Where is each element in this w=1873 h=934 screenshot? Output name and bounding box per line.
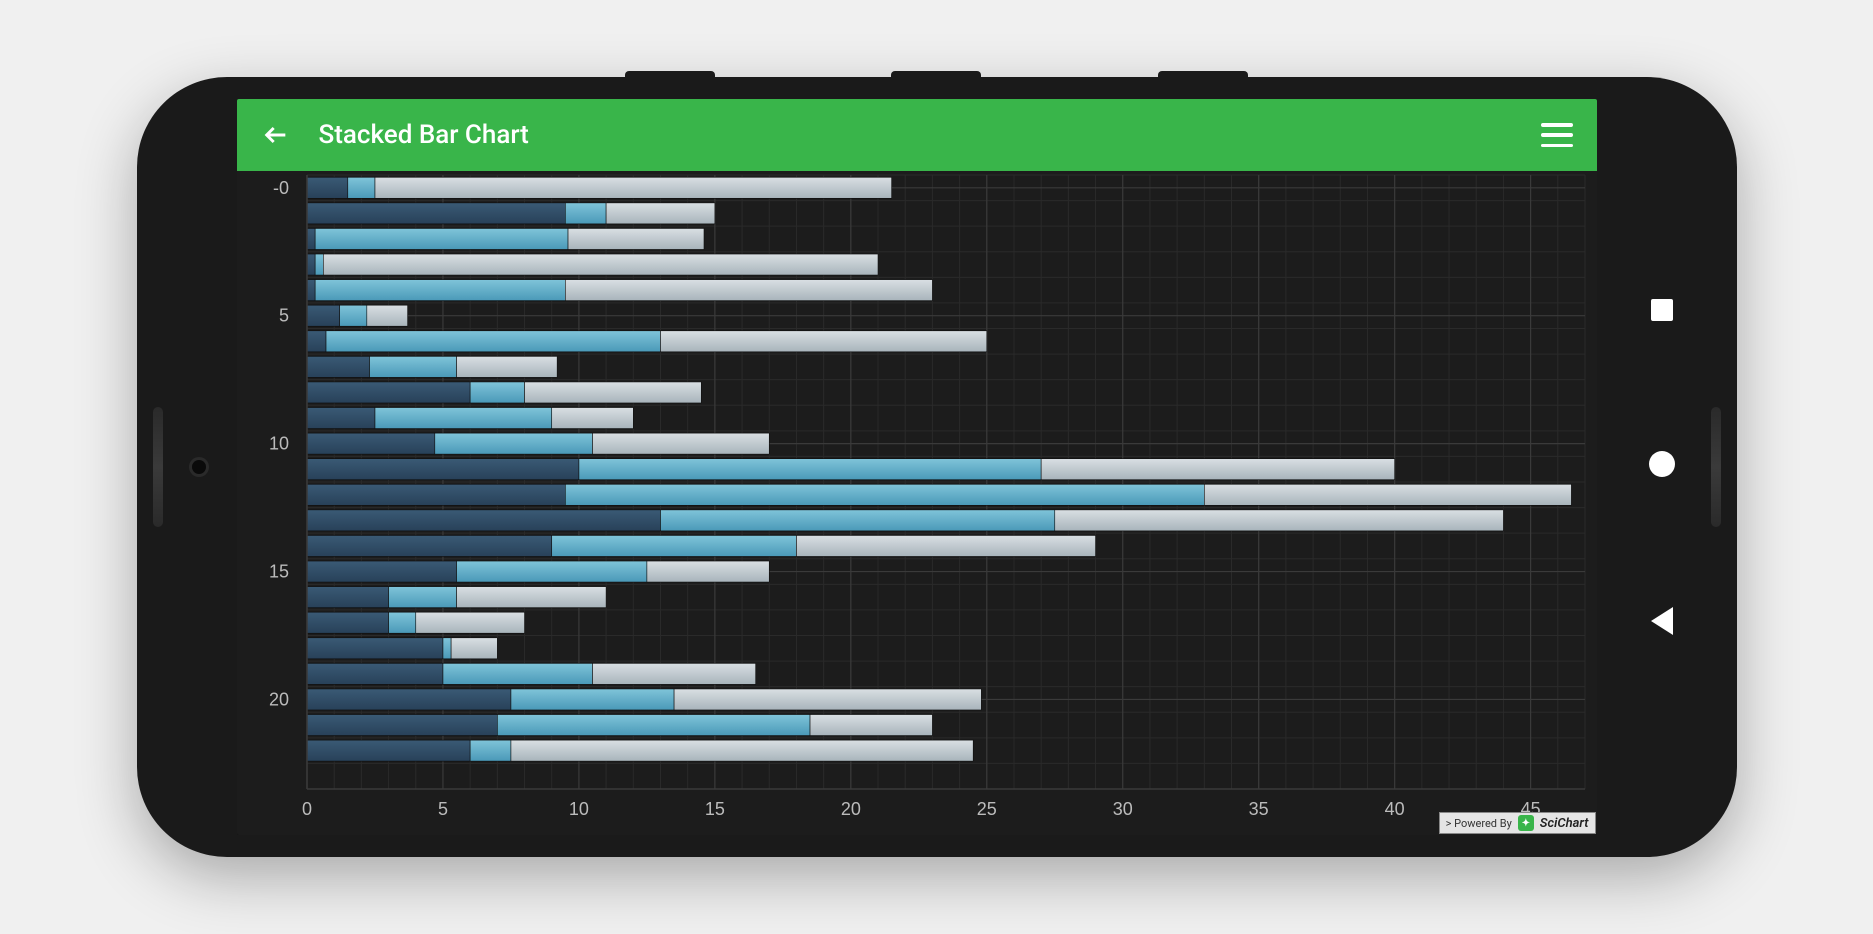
svg-text:5: 5	[278, 306, 288, 326]
svg-text:15: 15	[268, 562, 288, 582]
svg-text:15: 15	[704, 799, 724, 819]
chart-area[interactable]: 051015202530354045-05101520 > Powered By…	[237, 171, 1597, 835]
page-title: Stacked Bar Chart	[319, 120, 1513, 150]
svg-text:40: 40	[1384, 799, 1404, 819]
watermark-brand: SciChart	[1540, 816, 1589, 831]
screen: Stacked Bar Chart 051015202530354045-051…	[237, 99, 1597, 835]
home-button[interactable]	[1649, 451, 1675, 477]
watermark-prefix: > Powered By	[1446, 817, 1512, 830]
svg-text:35: 35	[1248, 799, 1268, 819]
svg-text:20: 20	[268, 689, 288, 709]
svg-text:10: 10	[568, 799, 588, 819]
svg-text:20: 20	[840, 799, 860, 819]
svg-text:10: 10	[268, 434, 288, 454]
svg-text:30: 30	[1112, 799, 1132, 819]
svg-text:-0: -0	[272, 178, 288, 198]
svg-text:25: 25	[976, 799, 996, 819]
svg-text:0: 0	[301, 799, 311, 819]
phone-frame: Stacked Bar Chart 051015202530354045-051…	[137, 77, 1737, 857]
back-button[interactable]	[1651, 607, 1673, 635]
watermark: > Powered By ✦ SciChart	[1439, 812, 1596, 834]
stacked-bar-chart: 051015202530354045-05101520	[237, 171, 1597, 835]
back-arrow-icon[interactable]	[261, 120, 291, 150]
svg-text:5: 5	[437, 799, 447, 819]
menu-icon[interactable]	[1541, 123, 1573, 147]
android-nav-bar	[1632, 77, 1692, 857]
scichart-logo-icon: ✦	[1518, 815, 1534, 831]
recent-apps-button[interactable]	[1651, 299, 1673, 321]
app-bar: Stacked Bar Chart	[237, 99, 1597, 171]
